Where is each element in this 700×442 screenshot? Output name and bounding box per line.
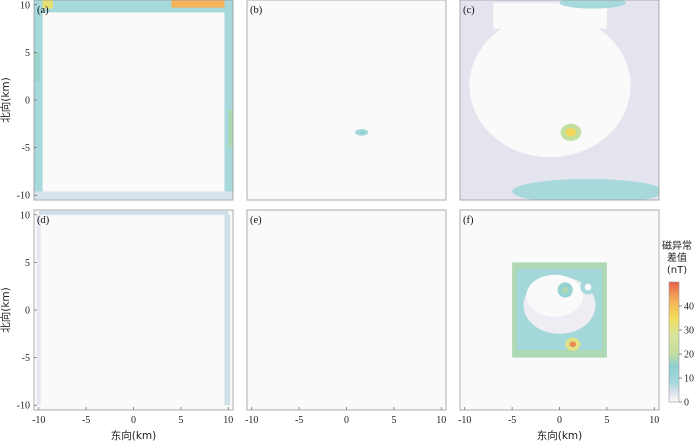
colorbar-tick-label: 40	[684, 302, 694, 313]
x-tick-label: -10	[458, 415, 471, 426]
anomaly-contour	[469, 14, 631, 158]
anomaly-contour	[584, 283, 592, 291]
panel-background	[34, 0, 233, 200]
panel-plot-area	[460, 0, 659, 200]
panel-b: (b)	[246, 0, 447, 201]
x-tick-label: 10	[223, 415, 233, 426]
panel-c: (c)	[459, 0, 660, 201]
anomaly-region	[34, 0, 43, 200]
y-tick-label: 0	[25, 96, 30, 107]
anomaly-region	[36, 214, 41, 406]
x-tick-label: 10	[649, 415, 659, 426]
colorbar-title: (nT)	[667, 265, 687, 276]
anomaly-contour	[360, 130, 365, 135]
x-tick-label: -10	[245, 415, 258, 426]
panel-label: (b)	[250, 5, 263, 16]
y-tick-label: -5	[22, 353, 30, 364]
colorbar-tick-label: 20	[684, 350, 694, 361]
colorbar-tick-label: 30	[684, 326, 694, 337]
y-tick-label: 10	[20, 0, 30, 11]
y-axis-title: 北向(km)	[0, 287, 12, 333]
anomaly-contour	[565, 128, 577, 137]
y-tick-label: -5	[22, 143, 30, 154]
x-tick-label: -10	[32, 415, 45, 426]
x-tick-label: 0	[131, 415, 136, 426]
anomaly-contour	[512, 179, 659, 200]
panel-background	[247, 210, 446, 410]
x-tick-label: -5	[82, 415, 90, 426]
y-axis-title: 北向(km)	[0, 77, 12, 123]
panel-label: (e)	[250, 215, 262, 226]
colorbar-title: 磁异常	[662, 239, 692, 252]
panel-label: (c)	[463, 5, 475, 16]
panel-label: (a)	[37, 5, 49, 16]
panel-plot-area	[34, 0, 233, 200]
anomaly-contour	[569, 341, 577, 348]
anomaly-contour	[559, 0, 626, 9]
anomaly-region	[224, 214, 231, 406]
panel-f: (f) -10 -5 0 5 10 东向(km)	[458, 209, 660, 442]
anomaly-region	[36, 0, 53, 9]
colorbar-tick-label: 10	[684, 374, 694, 385]
panel-plot-area	[247, 0, 446, 200]
x-tick-label: 5	[178, 415, 183, 426]
x-axis-title: 东向(km)	[111, 429, 157, 442]
panel-label: (f)	[463, 215, 474, 226]
colorbar-tick-label: 0	[684, 398, 689, 409]
anomaly-region	[171, 0, 233, 8]
x-tick-label: 10	[436, 415, 446, 426]
y-tick-label: -10	[17, 401, 30, 412]
anomaly-region	[34, 191, 233, 200]
panel-plot-area	[247, 210, 446, 410]
anomaly-region	[224, 0, 233, 200]
panel-background	[34, 210, 233, 410]
y-tick-label: -10	[17, 191, 30, 202]
panel-a: (a) -10 -5 0 5 10 北向(km)	[0, 0, 234, 202]
anomaly-region	[38, 210, 229, 215]
anomaly-region	[228, 109, 233, 148]
panel-label: (d)	[37, 215, 50, 226]
colorbar-title: 差值	[667, 251, 687, 264]
x-tick-label: 0	[557, 415, 562, 426]
y-tick-label: 5	[25, 48, 30, 59]
x-tick-label: -5	[508, 415, 516, 426]
y-tick-label: 5	[25, 258, 30, 269]
x-tick-label: 5	[604, 415, 609, 426]
panel-plot-area	[460, 210, 659, 410]
y-tick-label: 10	[20, 210, 30, 221]
y-tick-label: 0	[25, 306, 30, 317]
panel-frame	[459, 0, 660, 201]
panel-plot-area	[34, 210, 233, 410]
x-axis-title: 东向(km)	[537, 429, 583, 442]
panel-d: (d) -10 -5 0 5 10 -10 -5 0 5 10 北向(km) 东向(km)	[0, 209, 234, 442]
x-tick-label: 5	[391, 415, 396, 426]
anomaly-region	[34, 52, 40, 81]
x-tick-label: -5	[295, 415, 303, 426]
anomaly-contour	[526, 274, 584, 317]
panel-frame	[246, 0, 447, 201]
colorbar-gradient	[668, 281, 680, 403]
anomaly-contour	[561, 286, 569, 294]
panel-background	[247, 0, 446, 200]
panel-e: (e) -10 -5 0 5 10	[245, 209, 447, 426]
x-tick-label: 0	[344, 415, 349, 426]
